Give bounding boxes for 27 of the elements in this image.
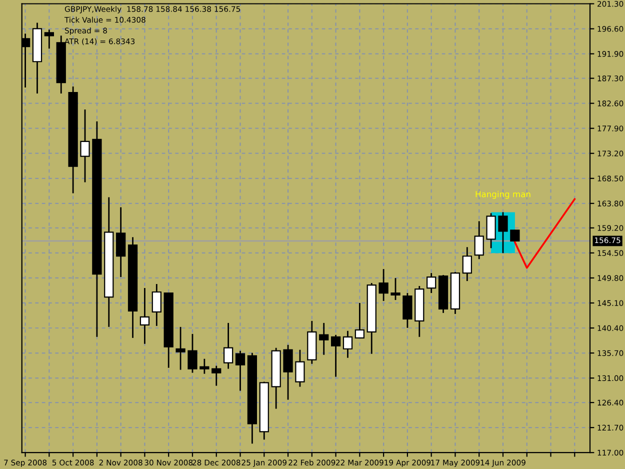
candlestick xyxy=(223,322,234,370)
candlestick xyxy=(402,292,412,329)
candlestick xyxy=(140,287,150,345)
candlestick xyxy=(378,268,388,302)
candlestick xyxy=(188,333,198,374)
candlestick xyxy=(44,28,54,50)
candlestick xyxy=(498,212,508,254)
candlestick xyxy=(354,302,364,339)
candlestick xyxy=(176,326,186,370)
candlestick xyxy=(486,212,496,249)
candlestick xyxy=(283,344,293,400)
candlestick xyxy=(390,277,400,301)
candlestick xyxy=(510,229,520,244)
candlestick xyxy=(474,220,484,260)
candlestick xyxy=(152,283,162,327)
candlestick xyxy=(330,334,341,378)
candlestick xyxy=(295,349,305,388)
candlestick xyxy=(212,365,222,386)
candlestick xyxy=(426,272,436,294)
candlestick xyxy=(235,350,246,392)
band-label: Hanging man xyxy=(476,190,530,199)
candlestick xyxy=(200,358,210,374)
candlestick xyxy=(462,246,472,282)
candlestick xyxy=(342,330,353,359)
candlestick xyxy=(319,322,329,356)
candlestick xyxy=(116,206,126,278)
candlestick xyxy=(80,108,90,183)
